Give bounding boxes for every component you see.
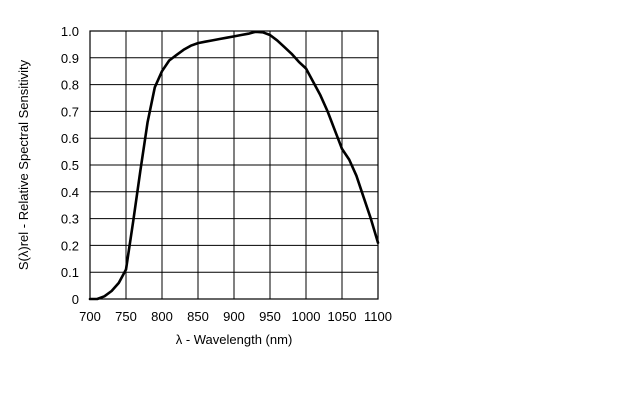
y-tick-label: 0.5	[61, 158, 79, 173]
y-tick-label: 0.7	[61, 104, 79, 119]
y-tick-label: 0.8	[61, 78, 79, 93]
x-tick-label: 800	[151, 309, 173, 324]
x-tick-label: 700	[79, 309, 101, 324]
x-tick-label: 950	[259, 309, 281, 324]
plot-area-frame	[89, 30, 379, 300]
y-tick-label: 0.9	[61, 51, 79, 66]
y-tick-label: 0.3	[61, 212, 79, 227]
y-tick-label: 1.0	[61, 24, 79, 39]
y-axis-label: S(λ)rel - Relative Spectral Sensitivity	[16, 59, 31, 270]
x-tick-label: 1050	[328, 309, 357, 324]
y-tick-label: 0.2	[61, 238, 79, 253]
grid-lines	[90, 31, 378, 299]
x-tick-label: 750	[115, 309, 137, 324]
series-line	[88, 30, 380, 301]
x-tick-label: 900	[223, 309, 245, 324]
x-tick-label: 1100	[364, 309, 392, 324]
y-tick-label: 0	[72, 292, 79, 307]
x-axis-tick-labels: 700 750 800 850 900 950 1000 1050 1100	[79, 309, 392, 324]
x-tick-label: 850	[187, 309, 209, 324]
x-tick-label: 1000	[292, 309, 321, 324]
y-tick-label: 0.4	[61, 185, 79, 200]
y-tick-label: 0.1	[61, 265, 79, 280]
y-tick-label: 0.6	[61, 131, 79, 146]
y-axis-tick-labels: 0 0.1 0.2 0.3 0.4 0.5 0.6 0.7 0.8 0.9 1.0	[61, 24, 79, 307]
x-axis-label: λ - Wavelength (nm)	[176, 332, 293, 347]
